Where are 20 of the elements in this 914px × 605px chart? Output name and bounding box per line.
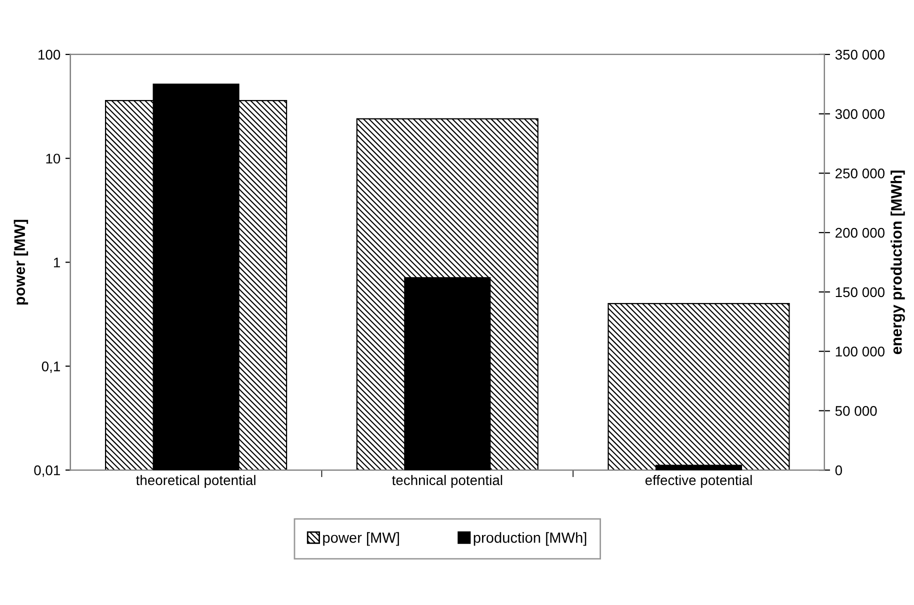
legend-label: power [MW] bbox=[323, 532, 399, 546]
y-tick-label: 100 bbox=[38, 50, 60, 60]
x-tick-label: technical potential bbox=[392, 474, 502, 488]
y-tick-label: 10 bbox=[46, 154, 60, 164]
y2-tick-label: 200 000 bbox=[836, 228, 885, 238]
legend-label: production [MWh] bbox=[474, 532, 586, 546]
y2-tick-label: 250 000 bbox=[836, 168, 885, 178]
y-tick-label: 1 bbox=[54, 258, 60, 268]
y2-tick-label: 150 000 bbox=[836, 287, 885, 298]
y-tick-label: 0,01 bbox=[34, 465, 60, 477]
y2-tick-label: 100 000 bbox=[836, 346, 885, 356]
y-axis-title: power [MW] bbox=[14, 220, 28, 305]
y2-tick-label: 50 000 bbox=[835, 406, 877, 416]
y2-tick-label: 350 000 bbox=[835, 50, 885, 60]
y2-tick-label: 300 000 bbox=[835, 109, 885, 119]
y2-axis-title: energy production [MWh] bbox=[890, 170, 905, 354]
x-tick-label: effective potential bbox=[645, 474, 752, 488]
x-tick-label: theoretical potential bbox=[136, 474, 256, 488]
y2-tick-label: 0 bbox=[835, 465, 842, 476]
y-tick-label: 0,1 bbox=[42, 362, 60, 373]
